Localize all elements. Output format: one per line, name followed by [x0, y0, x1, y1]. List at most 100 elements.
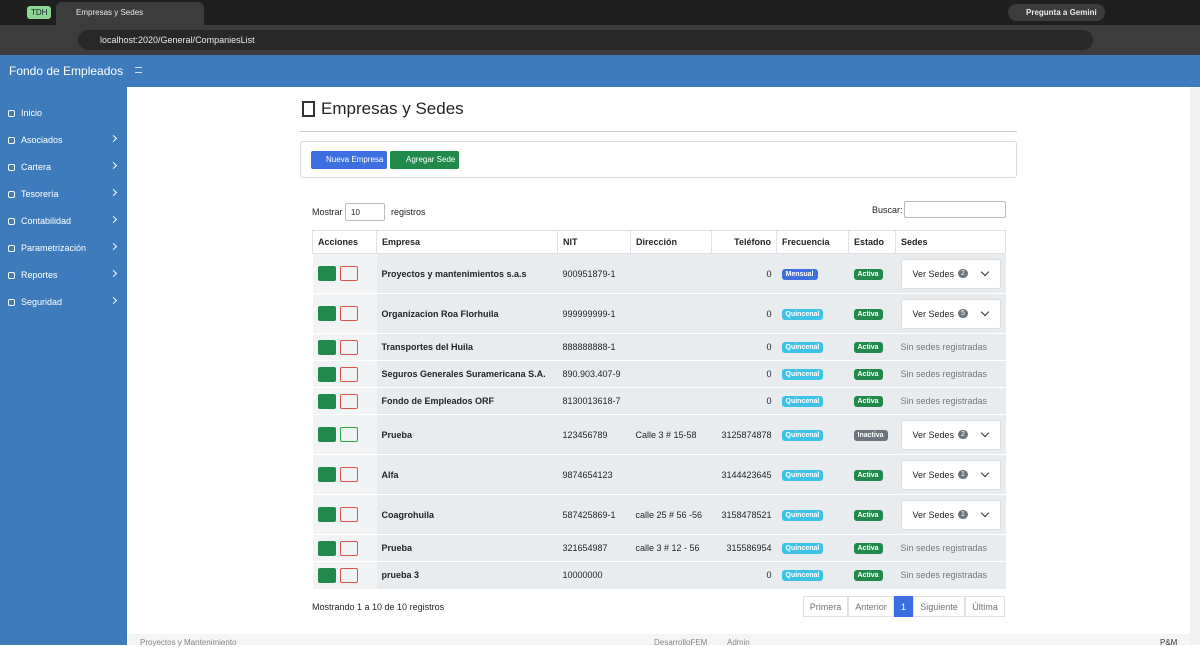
sidebar-item[interactable]: Contabilidad [8, 213, 120, 229]
length-label: Mostrar [312, 207, 343, 217]
column-header[interactable]: Dirección [630, 230, 712, 254]
sidebar-item[interactable]: Cartera [8, 159, 120, 175]
direccion-cell [630, 293, 712, 334]
tab-group[interactable]: TDH [27, 6, 52, 19]
telefono-cell: 0 [711, 333, 777, 361]
edit-button[interactable] [317, 427, 336, 442]
edit-button[interactable] [317, 339, 336, 355]
sidebar: Inicio Asociados Cartera Tesorería Contabili… [0, 87, 127, 645]
frecuencia-cell: Quincenal [776, 360, 849, 388]
sedes-cell: Sin sedes registradas [895, 534, 1006, 562]
expand-chevron [980, 508, 990, 517]
sidebar-item[interactable]: Inicio [8, 105, 120, 121]
toggle-button[interactable] [339, 567, 358, 583]
nit-cell: 888888888-1 [557, 333, 631, 361]
page-button[interactable]: Siguiente [913, 596, 965, 617]
telefono-cell: 0 [711, 360, 777, 388]
telefono-cell: 0 [711, 387, 777, 415]
empresa-cell: Prueba [376, 414, 558, 455]
sedes-cell: Ver Sedes 1 [895, 454, 1006, 495]
toggle-button[interactable] [339, 366, 358, 382]
scrollbar [1190, 87, 1200, 645]
telefono-cell: 3125874878 [711, 414, 777, 455]
frecuencia-cell: Quincenal [776, 561, 849, 589]
sidebar-label: Reportes [21, 270, 58, 280]
brand[interactable]: Fondo de Empleados [9, 64, 124, 78]
url-field[interactable]: localhost:2020/General/CompaniesList [78, 30, 1093, 50]
sidebar-icon [8, 190, 15, 198]
estado-cell: Activa [848, 253, 896, 294]
expand-chevron [980, 428, 990, 437]
sedes-count: 1 [958, 470, 968, 479]
empresa-cell: Transportes del Huila [376, 333, 558, 361]
sidebar-icon [8, 298, 15, 306]
toggle-button[interactable] [339, 306, 358, 321]
sidebar-icon [8, 109, 15, 117]
actions-cell [312, 494, 377, 535]
direccion-cell [630, 561, 712, 589]
sidebar-icon [8, 271, 15, 279]
chevron [109, 215, 118, 224]
page-button[interactable]: Anterior [848, 596, 894, 617]
ver-sedes-button[interactable]: Ver Sedes 2 [900, 419, 1001, 450]
table-row: Alfa 9874654123 3144423645 Quincenal Activa V… [312, 454, 1006, 495]
direccion-cell: Calle 3 # 15-58 [630, 414, 712, 455]
edit-button[interactable] [317, 306, 336, 321]
toggle-button[interactable] [339, 427, 358, 442]
estado-cell: Activa [848, 293, 896, 334]
table-row: Proyectos y mantenimientos s.a.s 90095187… [312, 253, 1006, 294]
column-header[interactable]: Frecuencia [776, 230, 849, 254]
toggle-button[interactable] [339, 467, 358, 482]
toggle-button[interactable] [339, 266, 358, 281]
sedes-count: 1 [958, 510, 968, 519]
sidebar-icon [8, 217, 15, 225]
sidebar-label: Asociados [21, 135, 63, 145]
column-header[interactable]: Teléfono [711, 230, 777, 254]
page-button[interactable]: 1 [894, 596, 913, 617]
toggle-button[interactable] [339, 393, 358, 409]
menu-toggle[interactable] [135, 67, 142, 73]
tab[interactable]: Empresas y Sedes [56, 2, 204, 25]
length-select[interactable]: 10 [345, 203, 385, 221]
toggle-button[interactable] [339, 540, 358, 556]
toggle-button[interactable] [339, 507, 358, 522]
add-branch-button[interactable]: Agregar Sede [390, 151, 460, 169]
edit-button[interactable] [317, 540, 336, 556]
no-sedes: Sin sedes registradas [900, 342, 988, 352]
edit-button[interactable] [317, 567, 336, 583]
column-header[interactable]: Empresa [376, 230, 558, 254]
toggle-button[interactable] [339, 339, 358, 355]
edit-button[interactable] [317, 266, 336, 281]
footer-right: P&M [1160, 638, 1178, 647]
sidebar-item[interactable]: Asociados [8, 132, 120, 148]
column-header[interactable]: Sedes [895, 230, 1006, 254]
edit-button[interactable] [317, 507, 336, 522]
sidebar-item[interactable]: Seguridad [8, 294, 120, 310]
page-button[interactable]: Última [965, 596, 1005, 617]
ver-sedes-button[interactable]: Ver Sedes 1 [900, 499, 1001, 530]
edit-button[interactable] [317, 366, 336, 382]
sidebar-item[interactable]: Parametrización [8, 240, 120, 256]
page-button[interactable]: Primera [803, 596, 848, 617]
frecuencia-badge: Quincenal [781, 543, 824, 554]
estado-cell: Activa [848, 387, 896, 415]
no-sedes: Sin sedes registradas [900, 369, 988, 379]
length-suffix: registros [391, 207, 426, 217]
column-header[interactable]: Estado [848, 230, 896, 254]
column-header[interactable]: Acciones [312, 230, 377, 254]
new-company-button[interactable]: Nueva Empresa [311, 151, 388, 169]
ver-sedes-button[interactable]: Ver Sedes 5 [900, 298, 1001, 329]
ver-sedes-button[interactable]: Ver Sedes 1 [900, 459, 1001, 490]
ver-sedes-button[interactable]: Ver Sedes 2 [900, 258, 1001, 289]
sidebar-item[interactable]: Tesorería [8, 186, 120, 202]
edit-button[interactable] [317, 467, 336, 482]
gemini-button[interactable]: Pregunta a Gemini [1008, 4, 1105, 21]
estado-badge: Activa [853, 268, 883, 280]
search-input[interactable] [904, 201, 1006, 218]
column-header[interactable]: NIT [557, 230, 631, 254]
sidebar-item[interactable]: Reportes [8, 267, 120, 283]
chevron [109, 188, 118, 197]
edit-button[interactable] [317, 393, 336, 409]
table-row: Transportes del Huila 888888888-1 0 Quincen… [312, 333, 1006, 361]
